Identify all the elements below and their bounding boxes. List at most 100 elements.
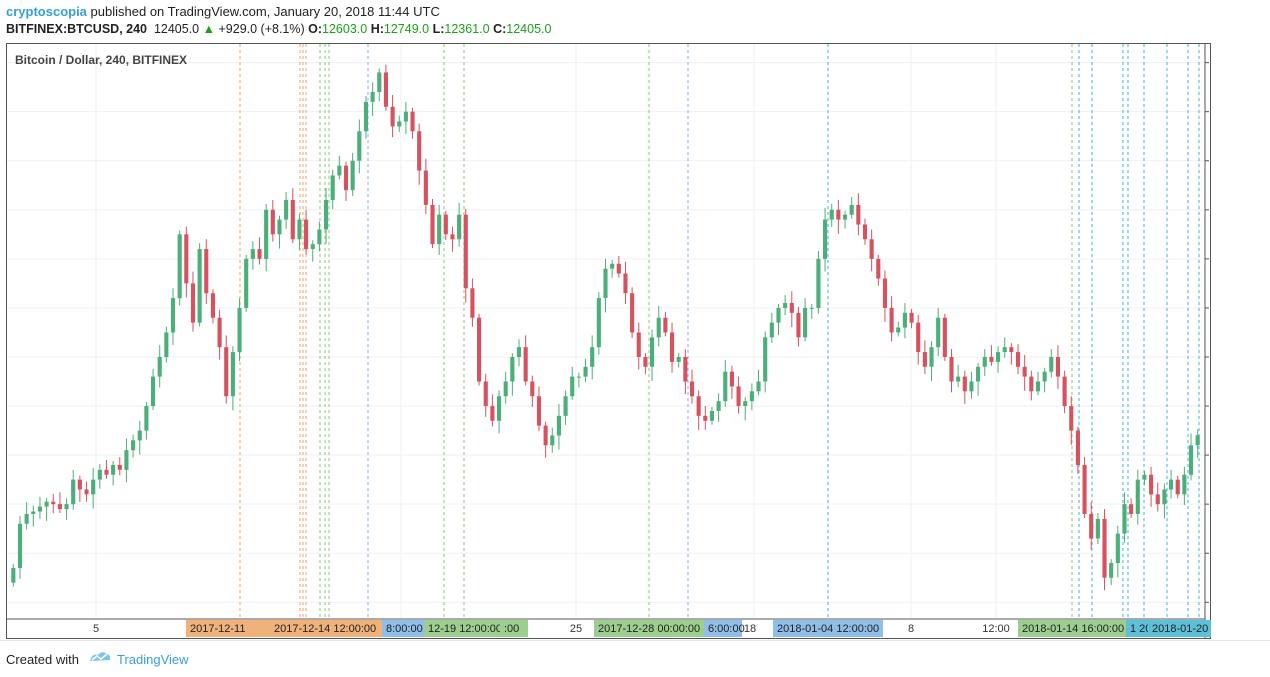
candle-up (563, 396, 568, 416)
candle-up (350, 160, 355, 191)
candle-up (264, 209, 269, 259)
candle-up (503, 381, 508, 397)
candle-up (170, 298, 176, 333)
chart-title: Bitcoin / Dollar, 240, BITFINEX (15, 53, 187, 67)
candle-up (749, 391, 754, 402)
candle-down (450, 234, 455, 240)
candle-down (1069, 406, 1074, 431)
symbol-label: BITFINEX:BTCUSD, 240 (6, 22, 147, 36)
candle-up (11, 567, 16, 583)
candle-down (383, 72, 388, 107)
candle-up (496, 396, 502, 421)
candle-down (729, 371, 734, 387)
candle-up (124, 450, 129, 470)
candle-down (1009, 347, 1014, 353)
candle-up (1095, 518, 1100, 539)
price-change: +929.0 (+8.1%) (218, 22, 305, 36)
candle-up (357, 131, 362, 161)
candle-up (556, 415, 561, 436)
candle-up (244, 258, 249, 308)
candle-up (1035, 381, 1041, 392)
candle-down (217, 317, 222, 348)
candle-down (789, 303, 794, 313)
publication-line: cryptoscopia published on TradingView.co… (6, 4, 440, 19)
candle-up (297, 219, 302, 240)
date-highlight-label: 6:00:00 (708, 623, 745, 635)
candle-up (1042, 371, 1047, 382)
candle-down (663, 317, 668, 333)
candle-down (836, 209, 841, 220)
candle-up (137, 430, 142, 441)
candle-up (150, 376, 156, 407)
candle-down (1029, 376, 1034, 392)
candle-down (417, 131, 422, 171)
candle-up (337, 165, 342, 176)
close-value: 12405.0 (506, 22, 552, 36)
candle-down (190, 283, 196, 323)
date-highlight-label: 12-19 12:00:00 (428, 623, 502, 635)
candle-up (583, 366, 588, 377)
candle-down (736, 386, 741, 407)
candle-up (1135, 479, 1140, 514)
chart-frame (6, 43, 1211, 639)
candle-up (17, 523, 23, 568)
candle-up (44, 501, 49, 507)
low-value: 12361.0 (444, 22, 490, 36)
candle-up (1002, 347, 1007, 353)
candle-up (310, 244, 315, 250)
low-label: L: (432, 22, 445, 36)
candle-up (1182, 474, 1187, 495)
candle-down (343, 165, 349, 191)
date-highlight (773, 620, 883, 637)
candle-down (530, 381, 535, 397)
candle-up (363, 101, 369, 132)
date-highlight (382, 620, 424, 637)
candle-up (1049, 356, 1054, 372)
date-highlight-label: 8:00:00 (386, 623, 423, 635)
tradingview-link[interactable]: TradingView (117, 652, 189, 667)
candle-up (91, 479, 96, 495)
candle-down (889, 307, 894, 333)
date-highlight-label: 2017-12-14 12:00:00 (274, 623, 376, 635)
time-tick-label: 8 (908, 623, 914, 635)
candle-up (763, 337, 768, 382)
candle-down (989, 356, 994, 362)
chart-header: cryptoscopia published on TradingView.co… (0, 0, 1270, 42)
candlestick-chart[interactable]: 20000.019000.018000.017000.016000.015000… (6, 43, 1211, 639)
candle-down (683, 356, 688, 382)
candle-up (323, 199, 329, 230)
candle-up (370, 92, 375, 102)
price-axis[interactable]: 20000.019000.018000.017000.016000.015000… (1204, 43, 1211, 639)
candle-down (1102, 518, 1107, 578)
candle-down (1175, 479, 1180, 495)
time-tick-label: 12:00 (982, 623, 1010, 635)
candle-up (64, 504, 69, 510)
candle-down (304, 219, 309, 250)
candle-up (756, 381, 761, 392)
candle-up (576, 376, 581, 378)
candle-down (869, 239, 874, 259)
chart-area[interactable]: 20000.019000.018000.017000.016000.015000… (6, 43, 1211, 639)
last-price: 12405.0 (153, 22, 200, 36)
candle-up (403, 111, 408, 122)
candle-up (516, 347, 522, 357)
candle-down (909, 312, 914, 323)
candle-down (636, 332, 641, 357)
candle-up (230, 352, 235, 397)
candle-down (876, 258, 881, 279)
candle-down (270, 209, 275, 235)
candle-up (1109, 563, 1114, 578)
candle-down (1055, 356, 1061, 377)
candle-down (796, 312, 801, 338)
date-highlight-label: :00 (504, 623, 519, 635)
candle-down (84, 489, 89, 495)
candle-down (77, 479, 82, 490)
author-name[interactable]: cryptoscopia (6, 4, 87, 19)
candle-up (1115, 533, 1120, 564)
candle-down (117, 464, 122, 470)
candle-up (377, 72, 382, 93)
candle-up (723, 371, 728, 402)
candle-down (477, 317, 482, 382)
candle-up (510, 356, 515, 382)
